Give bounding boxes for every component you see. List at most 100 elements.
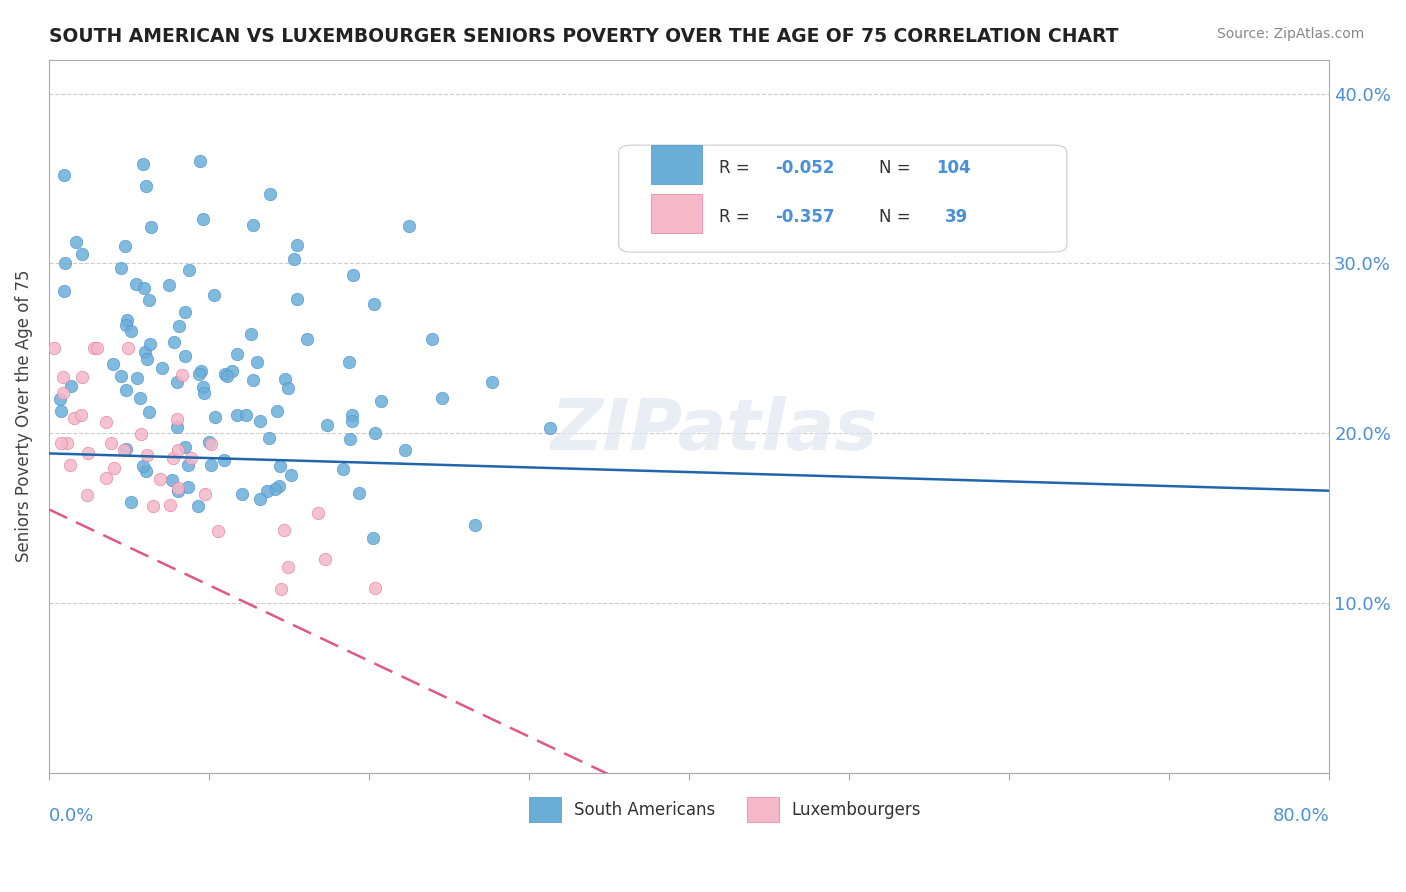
Text: R =: R = xyxy=(718,208,755,226)
Point xyxy=(316,418,339,433)
Point xyxy=(259,187,281,202)
Point xyxy=(269,458,291,473)
Point xyxy=(136,351,159,366)
Text: 0.0%: 0.0% xyxy=(49,806,94,825)
Point xyxy=(235,409,257,423)
Point xyxy=(342,408,364,422)
Point xyxy=(159,498,181,512)
FancyBboxPatch shape xyxy=(619,145,1067,252)
Point xyxy=(297,332,319,346)
Point xyxy=(188,153,211,168)
Point xyxy=(152,361,174,376)
Point xyxy=(142,499,165,513)
Point xyxy=(273,523,295,537)
Point xyxy=(481,375,503,389)
Point xyxy=(103,461,125,475)
Point xyxy=(129,426,152,441)
Point xyxy=(277,560,299,574)
Point xyxy=(239,327,262,342)
Point xyxy=(120,324,142,338)
Point xyxy=(337,355,360,369)
Point xyxy=(53,168,76,182)
Point xyxy=(179,263,201,277)
Point xyxy=(132,459,155,474)
Point xyxy=(63,411,86,425)
Point xyxy=(214,367,236,381)
Text: SOUTH AMERICAN VS LUXEMBOURGER SENIORS POVERTY OVER THE AGE OF 75 CORRELATION CH: SOUTH AMERICAN VS LUXEMBOURGER SENIORS P… xyxy=(49,27,1119,45)
Point xyxy=(166,481,188,495)
Point xyxy=(83,341,105,355)
Point xyxy=(267,479,290,493)
Point xyxy=(59,458,82,473)
Point xyxy=(256,484,278,499)
Point xyxy=(283,252,305,266)
Y-axis label: Seniors Poverty Over the Age of 75: Seniors Poverty Over the Age of 75 xyxy=(15,269,32,562)
Point xyxy=(194,487,217,501)
Point xyxy=(69,409,91,423)
Bar xyxy=(651,194,702,233)
Point xyxy=(115,384,138,398)
Point xyxy=(115,442,138,457)
Point xyxy=(53,284,76,298)
Point xyxy=(94,471,117,485)
Point xyxy=(257,431,280,445)
Point xyxy=(231,487,253,501)
Point xyxy=(249,414,271,428)
Point xyxy=(342,268,364,283)
Point xyxy=(464,517,486,532)
Point xyxy=(103,357,125,371)
Point xyxy=(198,435,221,450)
Text: Source: ZipAtlas.com: Source: ZipAtlas.com xyxy=(1216,27,1364,41)
Text: -0.357: -0.357 xyxy=(775,208,834,226)
Point xyxy=(76,487,98,501)
Point xyxy=(120,495,142,509)
Point xyxy=(173,305,195,319)
Point xyxy=(226,347,249,361)
Point xyxy=(225,408,247,422)
Point xyxy=(191,212,214,227)
Point xyxy=(134,345,156,359)
Point xyxy=(246,355,269,369)
Point xyxy=(139,336,162,351)
Point xyxy=(166,420,188,434)
Point xyxy=(307,506,329,520)
Point xyxy=(124,277,146,291)
Point xyxy=(200,458,222,473)
Text: 39: 39 xyxy=(945,208,969,226)
Point xyxy=(363,531,385,545)
Point xyxy=(134,281,156,295)
Point xyxy=(217,369,239,384)
Point xyxy=(285,292,308,306)
Point xyxy=(49,392,72,406)
Text: -0.052: -0.052 xyxy=(775,160,834,178)
Point xyxy=(364,425,387,440)
Point xyxy=(332,462,354,476)
Point xyxy=(115,318,138,332)
Point xyxy=(180,450,202,465)
Text: South Americans: South Americans xyxy=(574,801,716,819)
Point xyxy=(430,391,453,405)
Point xyxy=(221,364,243,378)
Point xyxy=(420,332,443,346)
Text: R =: R = xyxy=(718,160,755,178)
Point xyxy=(177,480,200,494)
Point xyxy=(52,369,75,384)
Point xyxy=(340,414,363,428)
Point xyxy=(314,552,336,566)
Point xyxy=(117,341,139,355)
Point xyxy=(207,524,229,538)
Point xyxy=(187,368,209,382)
Point xyxy=(162,451,184,466)
Point xyxy=(157,277,180,292)
Point xyxy=(212,453,235,467)
Point xyxy=(174,440,197,454)
Point xyxy=(60,379,83,393)
Point xyxy=(138,405,160,419)
Point xyxy=(166,412,188,426)
Point xyxy=(72,247,94,261)
Text: 80.0%: 80.0% xyxy=(1272,806,1329,825)
Point xyxy=(110,260,132,275)
Point xyxy=(129,391,152,405)
Point xyxy=(538,421,561,435)
Point xyxy=(127,371,149,385)
